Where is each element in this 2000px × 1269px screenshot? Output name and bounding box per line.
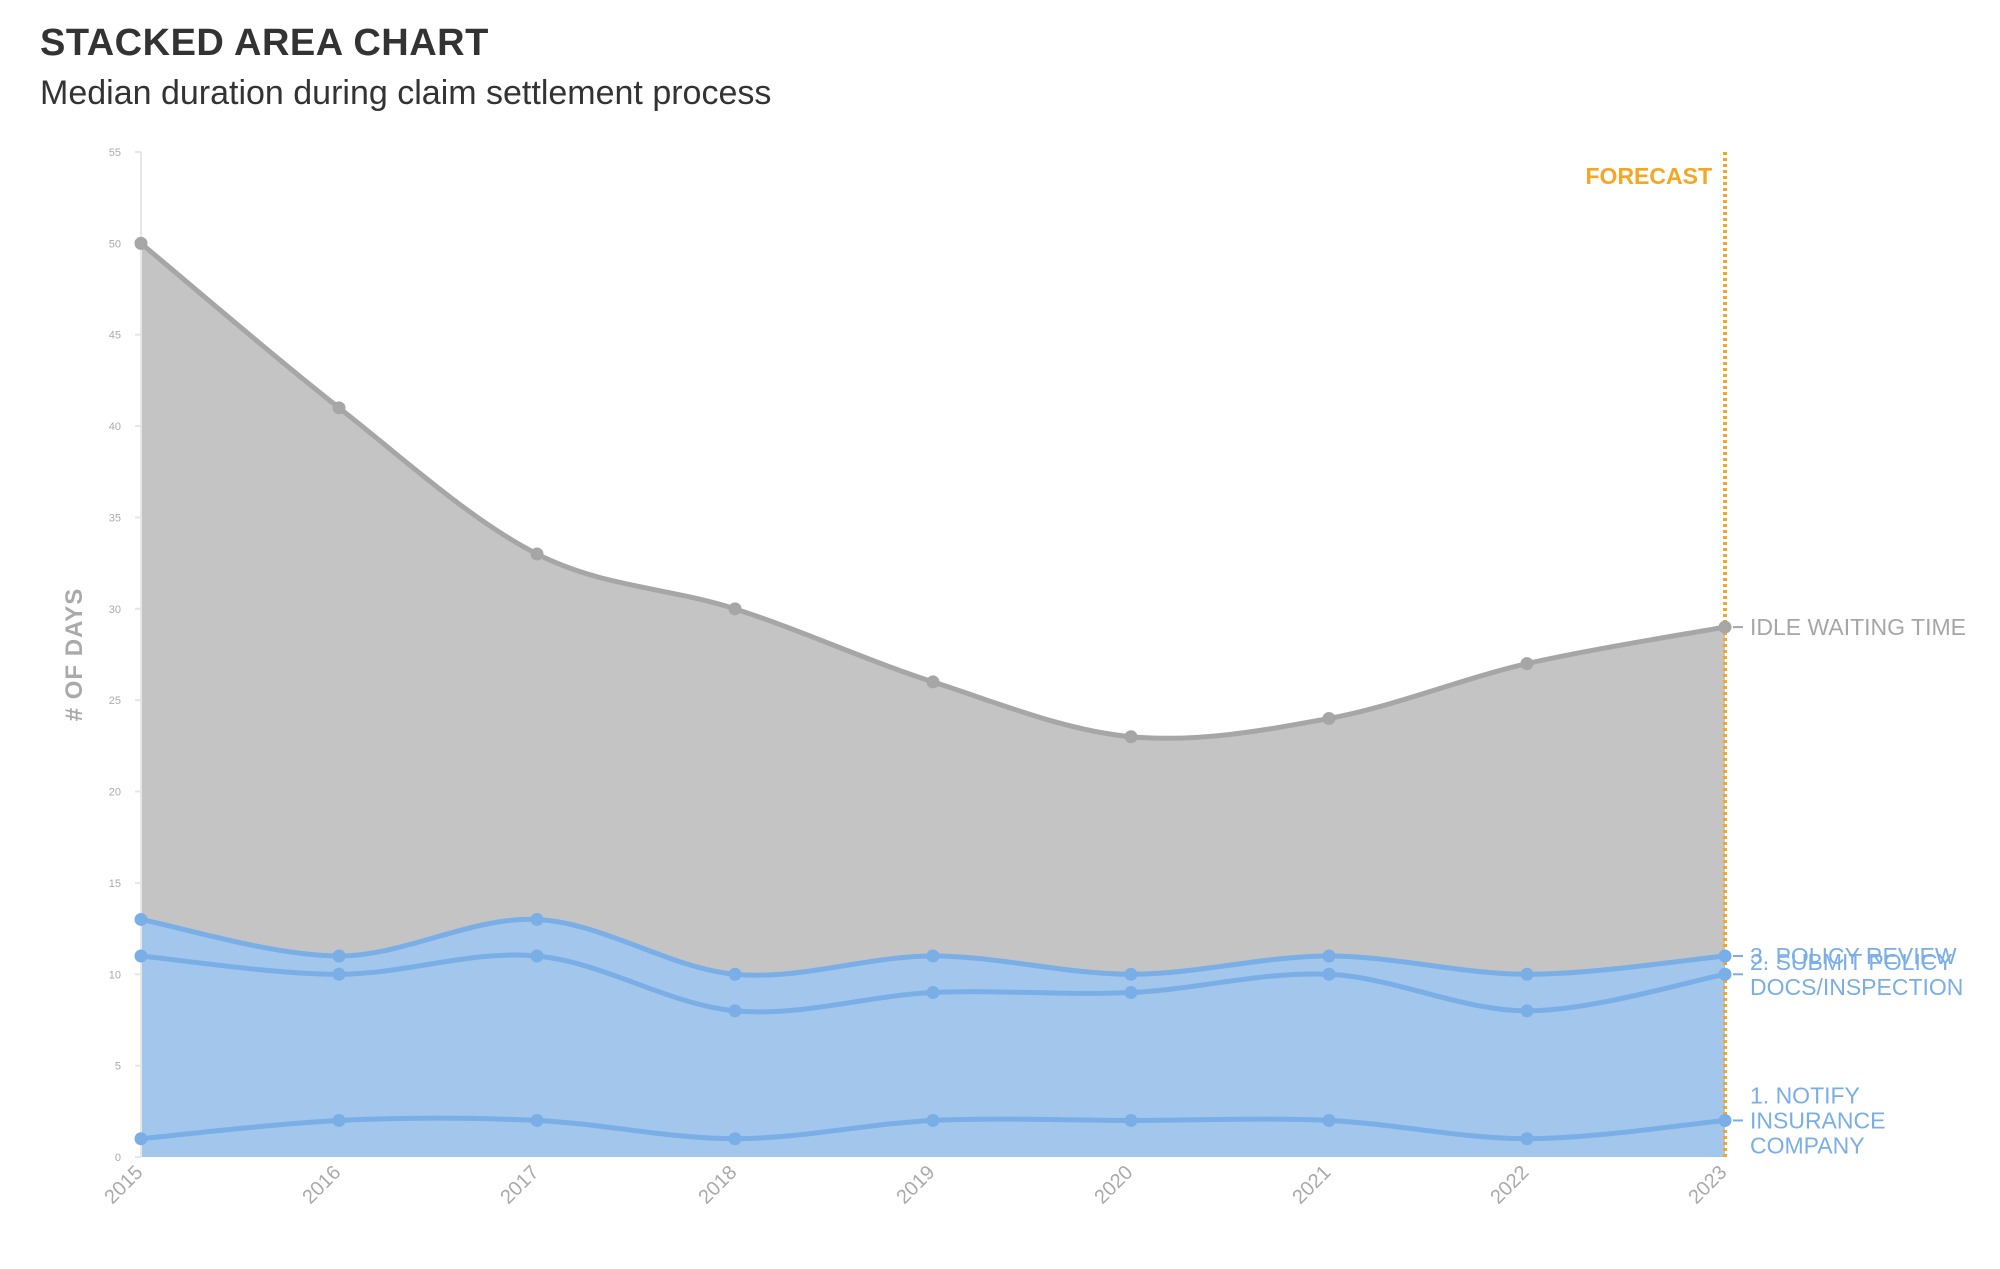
data-point: [332, 949, 346, 963]
chart-title: STACKED AREA CHART: [40, 22, 489, 64]
chart-subtitle: Median duration during claim settlement …: [40, 74, 772, 112]
data-point: [926, 675, 940, 689]
data-point: [1718, 967, 1732, 981]
data-point: [1124, 986, 1138, 1000]
x-tick-label: 2020: [1090, 1161, 1137, 1208]
data-point: [134, 949, 148, 963]
y-axis-ticks: 0 5 10 15 20 25 30 35 40 45 50 55: [109, 147, 141, 1164]
series-label-text: 3. POLICY REVIEW: [1750, 943, 1957, 969]
data-point: [1520, 1004, 1534, 1018]
data-point: [728, 1132, 742, 1146]
data-point: [530, 1113, 544, 1127]
series-label-text: INSURANCE: [1750, 1107, 1885, 1133]
data-point: [926, 949, 940, 963]
area-series-2: [141, 955, 1725, 1157]
series-label-text: 1. NOTIFY: [1750, 1082, 1860, 1108]
x-tick-label: 2015: [100, 1161, 147, 1208]
data-point: [530, 912, 544, 926]
data-point: [134, 1132, 148, 1146]
data-point: [332, 401, 346, 415]
data-point: [1124, 1113, 1138, 1127]
y-tick-label: 40: [109, 421, 121, 433]
data-point: [530, 949, 544, 963]
data-point: [926, 1113, 940, 1127]
x-tick-label: 2022: [1486, 1161, 1533, 1208]
y-tick-label: 45: [109, 330, 121, 342]
x-tick-label: 2016: [298, 1161, 345, 1208]
line-series-4: [138, 240, 1728, 741]
y-tick-label: 30: [109, 604, 121, 616]
data-point: [1322, 949, 1336, 963]
y-tick-label: 55: [109, 147, 121, 159]
y-tick-label: 0: [115, 1152, 121, 1164]
y-tick-label: 35: [109, 512, 121, 524]
data-point: [1718, 949, 1732, 963]
y-tick-label: 5: [115, 1061, 121, 1073]
series-label-text: 2. SUBMIT POLICY: [1750, 949, 1953, 975]
data-point: [728, 1004, 742, 1018]
x-tick-label: 2017: [496, 1161, 543, 1208]
area-layer: [141, 243, 1725, 1157]
data-point: [1322, 1113, 1336, 1127]
x-axis-ticks: 2015 2016 2017 2018 2019 2020 2021 2022 2023: [100, 1161, 1731, 1208]
y-tick-label: 15: [109, 878, 121, 890]
data-point: [1520, 967, 1534, 981]
x-tick-label: 2019: [892, 1161, 939, 1208]
y-tick-label: 10: [109, 969, 121, 981]
data-point: [1322, 967, 1336, 981]
point-layer: [134, 236, 1732, 1146]
data-point: [728, 602, 742, 616]
data-point: [1124, 967, 1138, 981]
forecast-label: FORECAST: [1586, 163, 1713, 189]
y-tick-label: 20: [109, 787, 121, 799]
area-series-1: [141, 1118, 1725, 1157]
data-point: [1718, 620, 1732, 634]
data-point: [530, 547, 544, 561]
y-tick-label: 50: [109, 238, 121, 250]
data-point: [1718, 1113, 1732, 1127]
data-point: [1520, 657, 1534, 671]
data-point: [926, 986, 940, 1000]
series-label-text: COMPANY: [1750, 1132, 1865, 1158]
data-point: [1520, 1132, 1534, 1146]
x-tick-label: 2018: [694, 1161, 741, 1208]
series-label-text: DOCS/INSPECTION: [1750, 974, 1963, 1000]
data-point: [1322, 711, 1336, 725]
data-point: [332, 967, 346, 981]
x-tick-label: 2021: [1288, 1161, 1335, 1208]
data-point: [728, 967, 742, 981]
y-axis-label: # OF DAYS: [61, 588, 88, 722]
x-tick-label: 2023: [1684, 1161, 1731, 1208]
data-point: [332, 1113, 346, 1127]
data-point: [1124, 730, 1138, 744]
y-tick-label: 25: [109, 695, 121, 707]
series-label-text: IDLE WAITING TIME: [1750, 614, 1966, 640]
data-point: [134, 236, 148, 250]
data-point: [134, 912, 148, 926]
